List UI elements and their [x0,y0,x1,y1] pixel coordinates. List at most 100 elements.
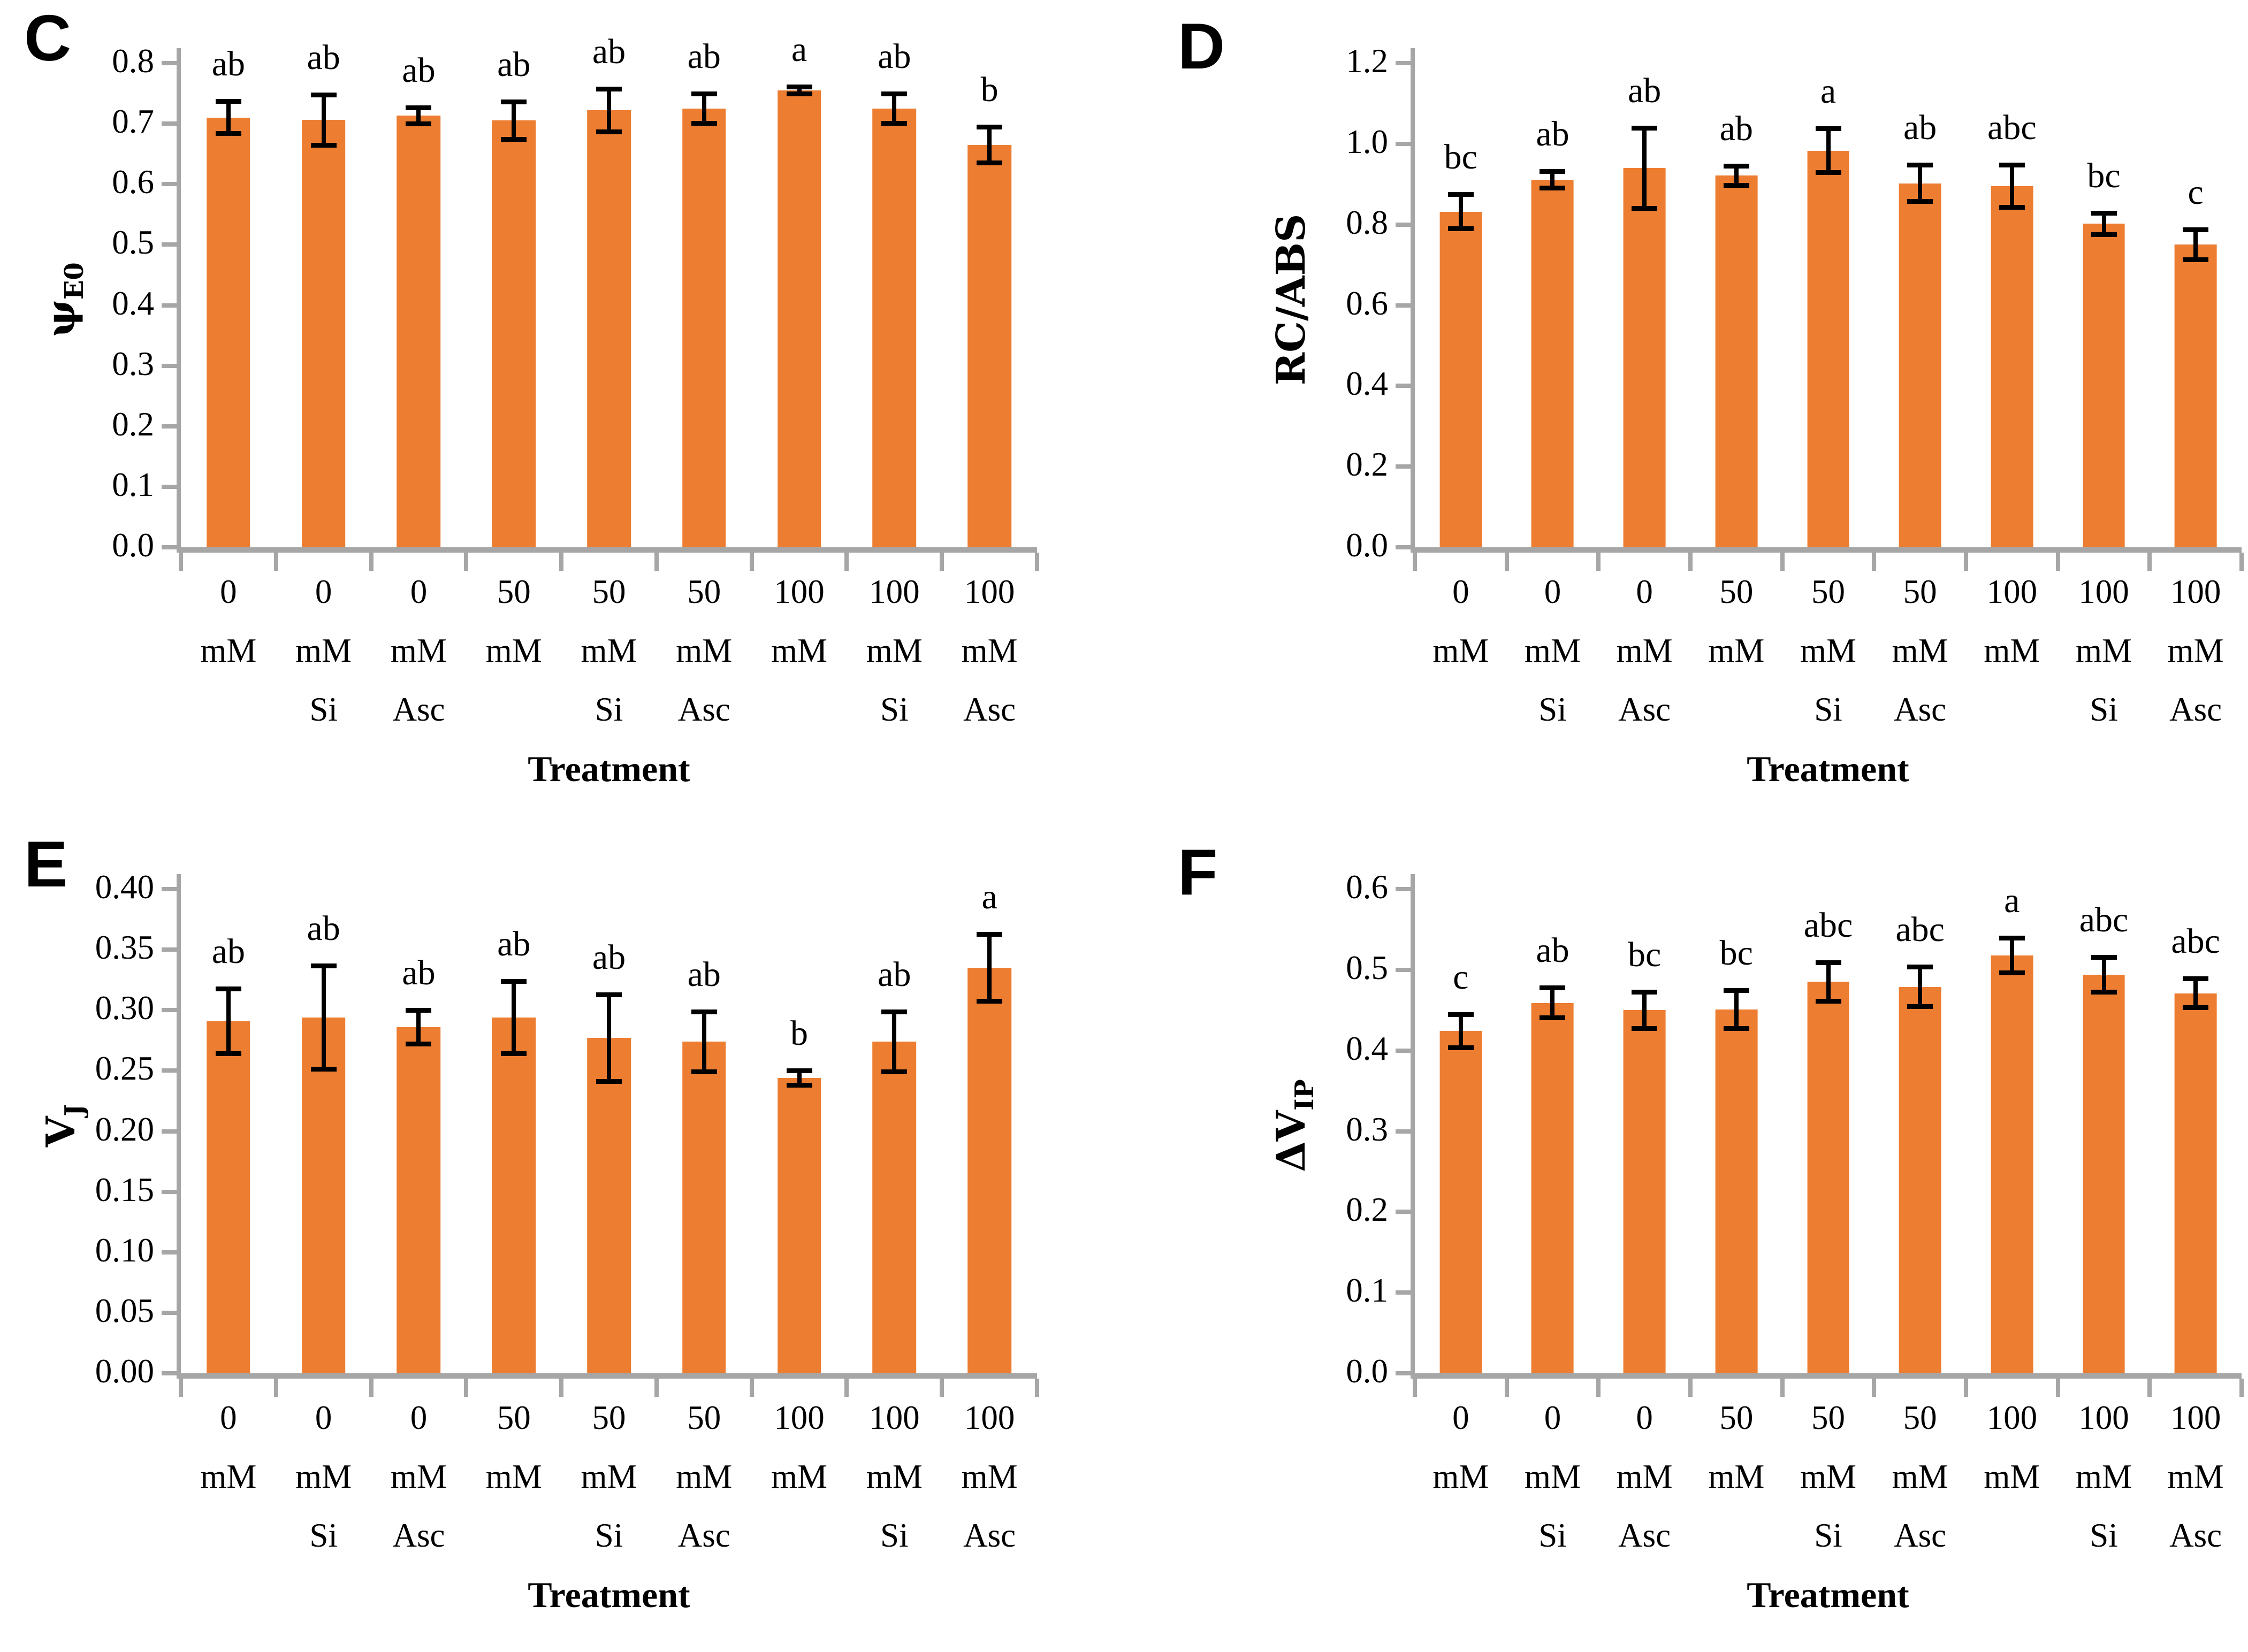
x-tick-mark [1035,553,1039,571]
significance-letter: c [2188,172,2204,212]
x-tick-mark [464,1379,469,1397]
y-tick-mark [1396,887,1415,891]
y-tick-mark [162,947,181,952]
x-category-suffix: Si [2090,691,2118,728]
y-tick-mark [162,484,181,489]
bar [1991,186,2033,547]
significance-letter: bc [2087,156,2121,195]
bar [301,120,346,547]
y-tick-mark [1396,141,1415,146]
error-bar-cap-top [786,1068,812,1074]
x-category-unit: mM [200,632,257,669]
error-bar-cap-bottom [2183,1005,2209,1010]
x-category-suffix: Asc [677,1517,730,1554]
significance-letter: ab [402,50,436,90]
bar [872,1042,917,1373]
y-tick-label: 0.8 [112,42,154,80]
x-category-value: 50 [1719,573,1754,610]
y-tick-mark [162,1129,181,1134]
error-bar-cap-bottom [2183,257,2209,263]
x-category-value: 0 [220,1399,237,1436]
x-category-unit: mM [1892,1458,1948,1495]
y-axis-title-sub: IP [1289,1079,1320,1111]
x-category-value: 0 [315,573,332,610]
x-tick-mark [2055,1379,2060,1397]
x-category-value: 100 [2170,573,2221,610]
error-bar-cap-top [501,100,527,105]
bar [2083,974,2125,1373]
x-category-unit: mM [1892,632,1948,669]
error-bar-cap-top [1540,985,1566,991]
error-bar-line [416,107,421,125]
error-bar-line [1458,194,1463,229]
error-bar-line [1642,991,1647,1029]
error-bar-cap-bottom [1907,1004,1933,1009]
significance-letter: abc [1987,108,2037,148]
x-category-unit: mM [390,632,447,669]
error-bar-cap-top [406,1008,432,1013]
error-bar-cap-top [501,978,527,984]
y-tick-label: 0.5 [1346,949,1388,986]
error-bar-cap-top [691,1009,717,1014]
x-category-unit: mM [866,632,923,669]
x-axis-title: Treatment [528,1574,690,1615]
y-tick-mark [162,424,181,429]
error-bar-cap-top [1907,964,1933,969]
error-bar-line [1918,966,1923,1007]
bar [1991,955,2033,1373]
x-tick-mark [2239,553,2244,571]
error-bar-line [987,934,992,1002]
x-category-unit: mM [485,1458,542,1495]
y-tick-label: 0.6 [1346,284,1388,322]
error-bar-cap-bottom [1815,170,1841,175]
x-category-value: 50 [497,1399,531,1436]
bar [777,1077,821,1373]
x-tick-mark [844,1379,849,1397]
x-category-value: 0 [1636,1399,1653,1436]
error-bar-line [1826,128,1831,173]
x-category-unit: mM [581,1458,637,1495]
significance-letter: ab [497,45,531,85]
error-bar-cap-bottom [215,1051,241,1056]
x-category-suffix: Asc [963,1517,1016,1554]
y-tick-label: 0.7 [112,103,154,141]
x-category-unit: mM [961,632,1018,669]
x-tick-mark [559,553,564,571]
significance-letter: ab [211,931,246,971]
x-category-suffix: Si [2090,1517,2118,1554]
error-bar-cap-top [1447,1012,1474,1017]
significance-letter: abc [2079,900,2129,939]
panel-letter-C: C [24,2,72,74]
x-category-value: 100 [774,1399,825,1436]
x-tick-mark [464,553,469,571]
significance-letter: ab [1628,71,1662,110]
y-tick-mark [1396,222,1415,227]
y-tick-mark [1396,61,1415,65]
y-tick-mark [162,182,181,187]
x-category-value: 50 [592,1399,626,1436]
error-bar-line [2193,978,2198,1008]
error-bar-line [1734,165,1739,186]
x-category-suffix: Asc [677,691,730,728]
y-tick-label: 0.1 [112,465,154,503]
x-tick-mark [654,1379,659,1397]
error-bar-line [1550,988,1555,1019]
significance-letter: b [980,70,999,109]
bar [2174,244,2217,547]
bar [207,1021,250,1373]
error-bar-cap-top [1632,989,1658,995]
x-category-suffix: Asc [1894,691,1947,728]
y-tick-label: 0.2 [1346,446,1388,484]
error-bar-cap-bottom [1540,185,1566,190]
y-tick-mark [1396,967,1415,972]
y-tick-label: 0.40 [95,868,154,906]
significance-letter: ab [1719,109,1753,148]
x-category-suffix: Asc [1618,1517,1671,1554]
x-tick-mark [749,1379,754,1397]
x-category-value: 0 [1544,1399,1561,1436]
significance-letter: bc [1444,137,1477,177]
x-tick-mark [1504,1379,1509,1397]
x-category-suffix: Si [595,691,623,728]
error-bar-cap-top [1632,125,1658,131]
error-bar-line [1826,962,1831,1001]
